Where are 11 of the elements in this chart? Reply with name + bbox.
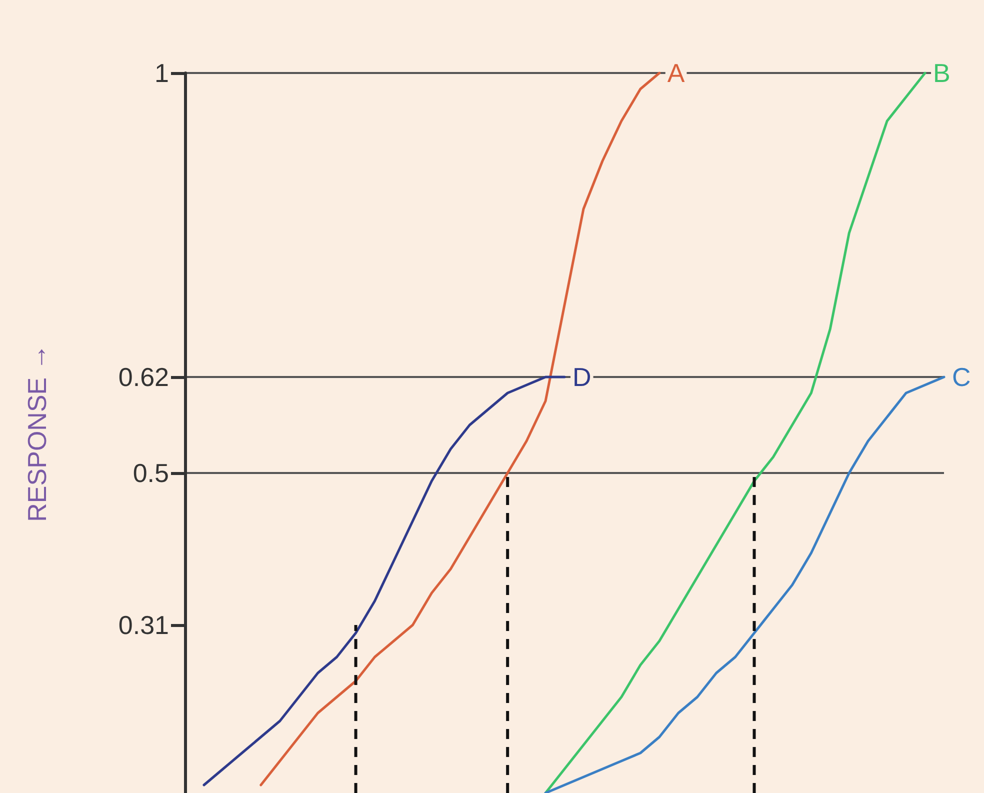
series-label: B <box>933 58 950 88</box>
y-tick-label: 0.62 <box>118 362 169 392</box>
y-tick-label: 0.31 <box>118 610 169 640</box>
y-tick-label: 1 <box>154 58 169 88</box>
series-label: D <box>572 362 592 392</box>
line-series <box>260 72 661 786</box>
y-tick-label: 0.5 <box>132 458 169 488</box>
series-label: A <box>667 58 686 88</box>
series-label: C <box>952 362 971 392</box>
y-axis-title: RESPONSE → <box>22 344 52 522</box>
line-series <box>202 376 566 786</box>
